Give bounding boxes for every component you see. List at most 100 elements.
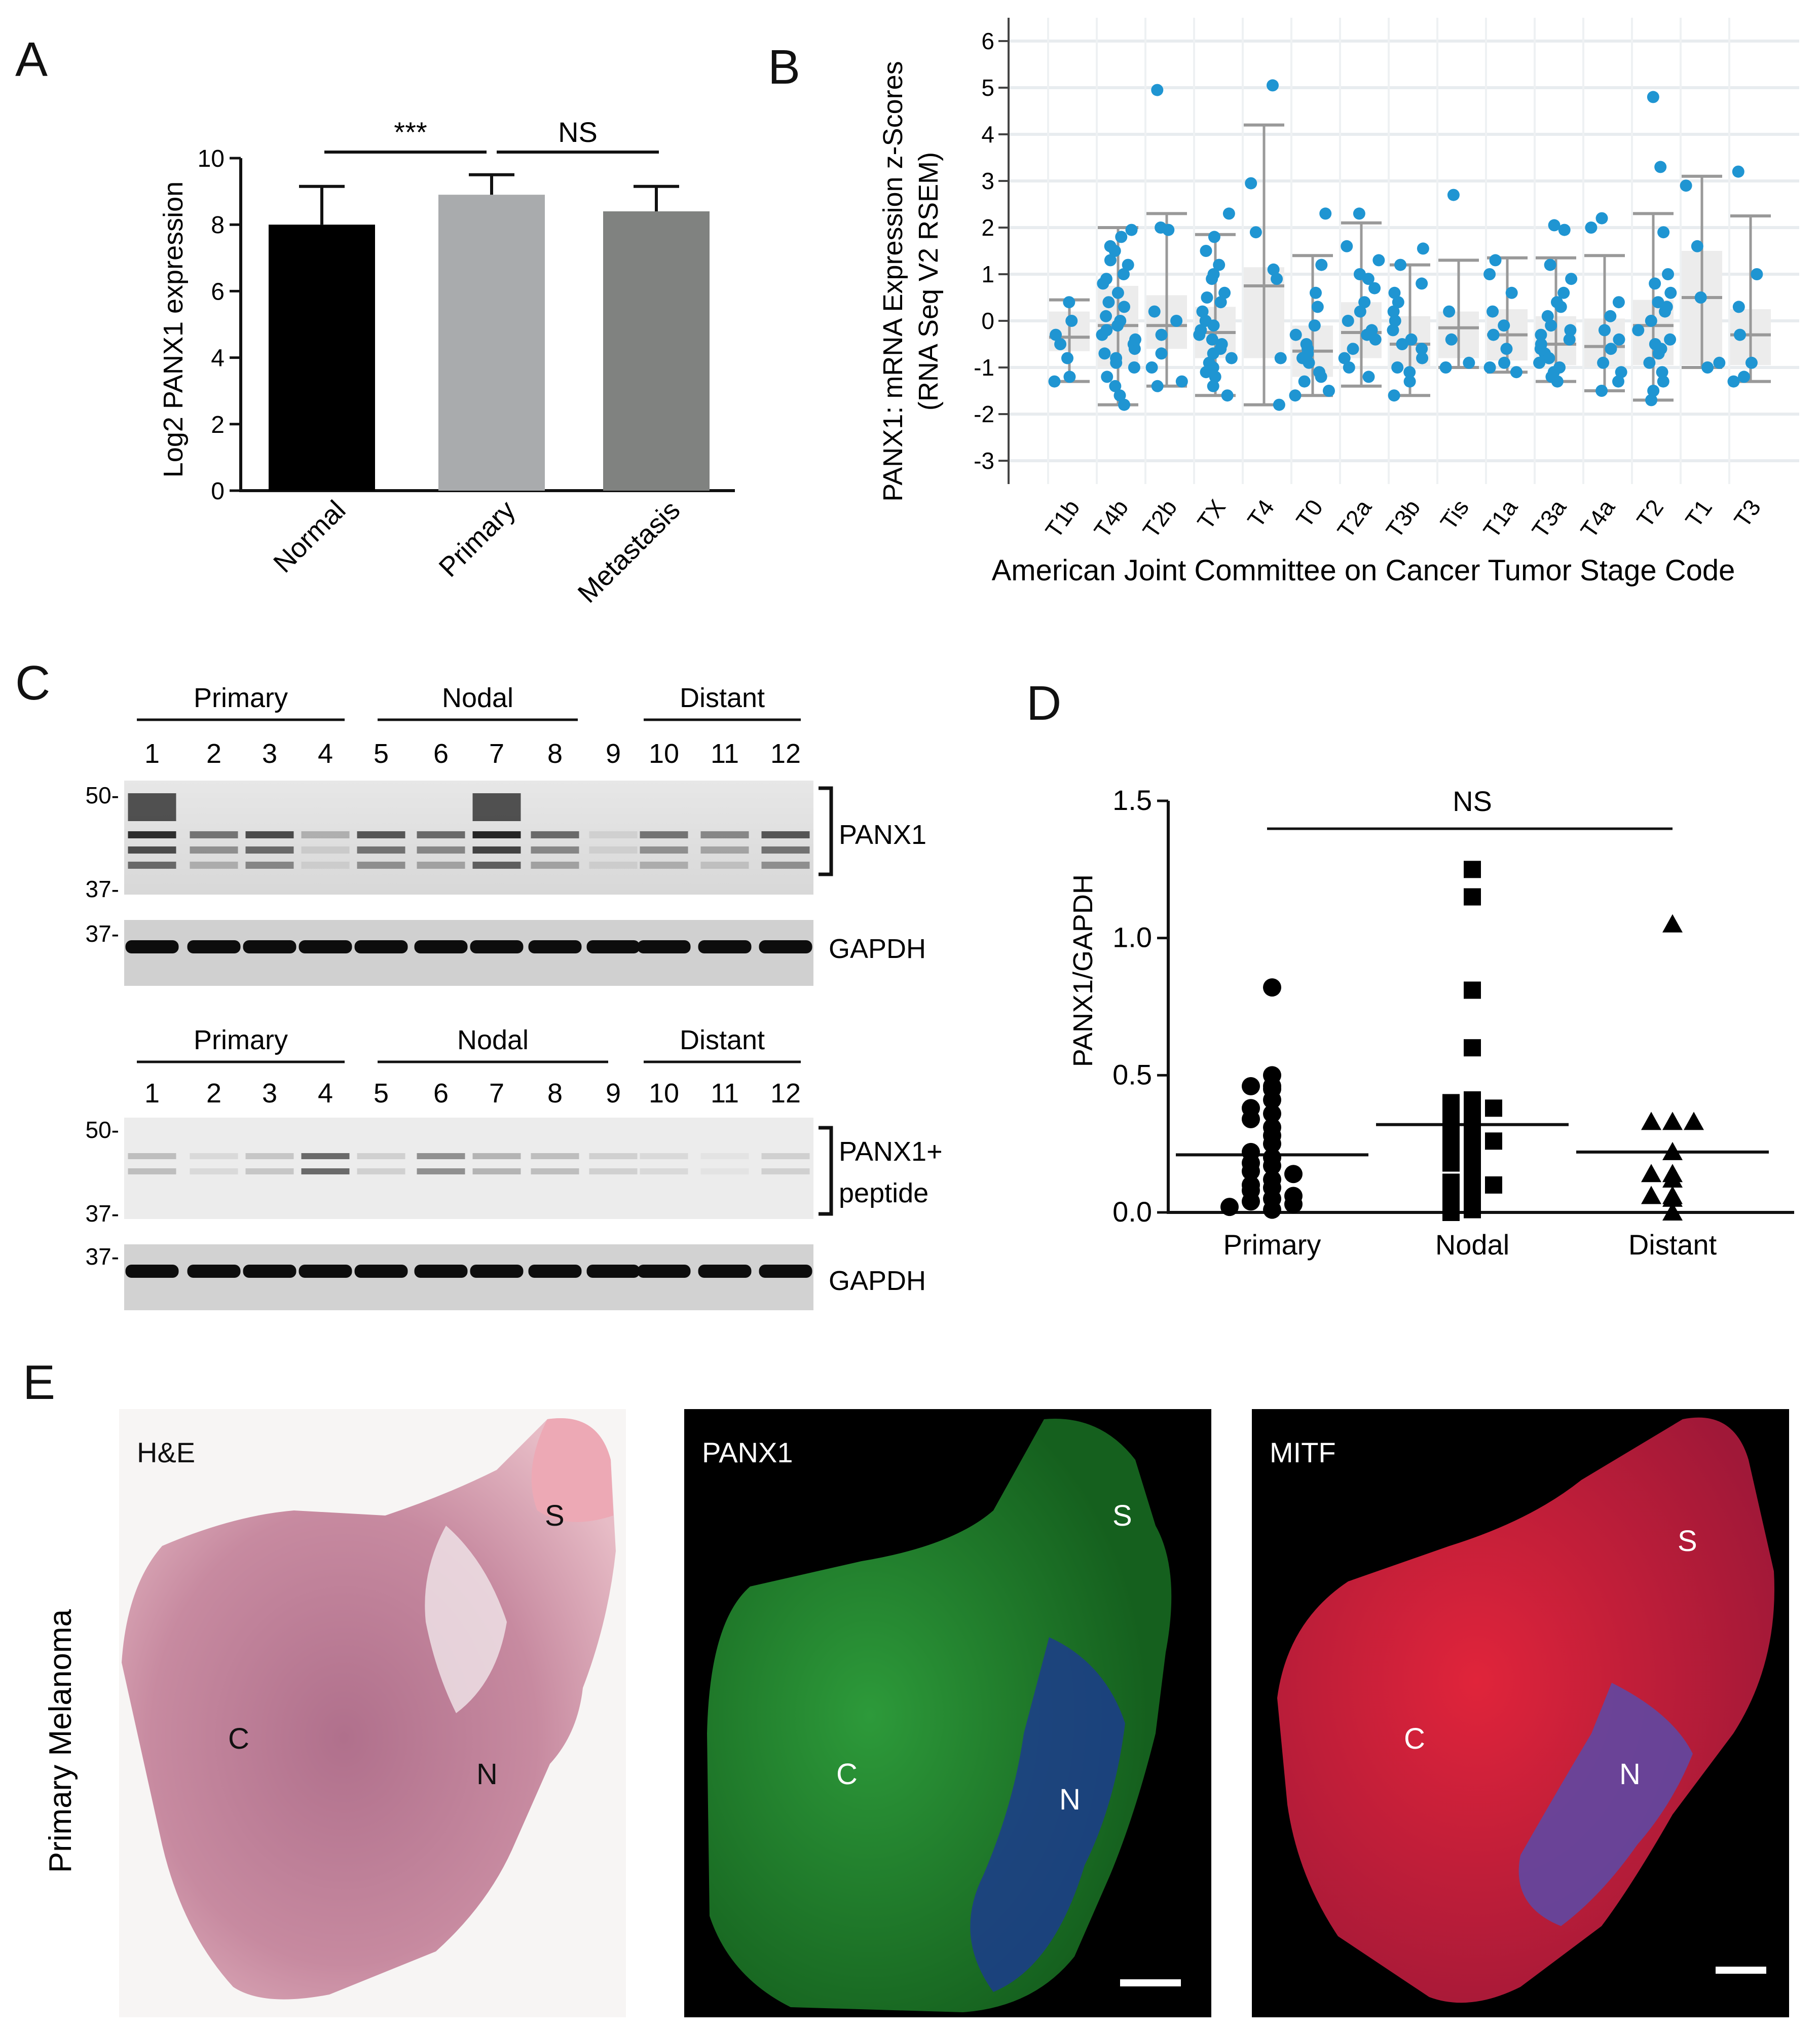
panel-c-lane-number: 11 xyxy=(711,738,739,769)
panel-b-point xyxy=(1273,398,1285,411)
panel-c-gapdh-band xyxy=(528,1265,582,1278)
panel-b-point xyxy=(1361,328,1373,341)
panel-b-point xyxy=(1065,315,1078,327)
panel-c-gapdh-band xyxy=(299,1265,352,1278)
panel-c-gapdh-band xyxy=(698,1265,752,1278)
panel-d-point-circle xyxy=(1263,1104,1281,1123)
panel-b-point xyxy=(1209,371,1221,383)
panel-b-y-axis: 6 5 4 3 2 1 0 -1 -2 -3 xyxy=(974,28,1009,474)
panel-c-band-high xyxy=(472,793,521,821)
panel-a-ytick-label: 8 xyxy=(211,212,225,239)
panel-a: A Log2 PANX1 expression 0 2 4 6 8 10 *** NS N… xyxy=(15,32,735,609)
panel-b-point xyxy=(1445,333,1458,346)
panel-d-point-square xyxy=(1464,1039,1481,1057)
panel-b-ytick-label: 5 xyxy=(981,75,994,101)
mitf-label-s: S xyxy=(1678,1525,1697,1558)
panel-b-groups xyxy=(1048,79,1771,411)
panel-c-band xyxy=(761,846,810,854)
panel-c-lane-number: 12 xyxy=(770,1078,801,1109)
panel-b-point xyxy=(1657,226,1670,239)
panel-c-band xyxy=(357,862,405,869)
panel-b-point xyxy=(1145,361,1158,374)
panel-b-point xyxy=(1487,328,1500,341)
panel-b-point xyxy=(1657,375,1669,388)
panel-c: C Primary Nodal Distant 1 2 3 4 5 6 7 8 9 10 11 12 50… xyxy=(15,656,943,1310)
panel-c-top-lane-numbers: 1 2 3 4 5 6 7 8 9 10 11 12 xyxy=(144,738,801,769)
panel-c-peptide-band xyxy=(417,1153,465,1159)
he-tissue xyxy=(122,1418,616,2000)
panel-c-band xyxy=(417,831,465,838)
panel-b-point xyxy=(1125,224,1138,236)
panel-b-x-labels: T1b T4b T2b TX T4 T0 T2a T3b Tis T1a T3a T4a T2 T1 T3 xyxy=(1040,495,1766,543)
panel-b-point xyxy=(1347,343,1359,355)
panel-d-sig: NS xyxy=(1453,785,1492,817)
panel-b-point xyxy=(1388,389,1400,402)
panel-b-ytick-label: 2 xyxy=(981,214,994,241)
panel-c-gapdh-band xyxy=(759,940,812,953)
panel-c-peptide-band xyxy=(589,1168,638,1174)
panel-c-band xyxy=(531,831,579,838)
panel-b-point xyxy=(1201,291,1213,304)
panel-b-xtick-label: T3a xyxy=(1527,495,1571,543)
panel-b-point xyxy=(1249,226,1262,239)
panel-b-point xyxy=(1403,375,1416,388)
panel-b-point xyxy=(1110,356,1123,369)
mitf-label-n: N xyxy=(1619,1758,1641,1791)
panel-b-point xyxy=(1193,328,1206,341)
panel-a-ytick-label: 2 xyxy=(211,412,225,438)
panel-a-sig-left: *** xyxy=(394,116,427,148)
panel-d-point-circle xyxy=(1242,1110,1260,1128)
panel-c-peptide-band xyxy=(700,1153,749,1159)
panel-c-lane-number: 2 xyxy=(206,1078,221,1109)
panel-d-point-circle xyxy=(1263,1091,1281,1110)
panel-b-point xyxy=(1416,352,1429,364)
panel-b-point xyxy=(1463,356,1475,369)
panel-d-point-circle xyxy=(1220,1198,1239,1216)
panel-b-xtick-label: T1a xyxy=(1478,495,1522,543)
panel-c-band xyxy=(357,846,405,854)
panel-d-ylabel: PANX1/GAPDH xyxy=(1068,874,1098,1067)
panel-c-band xyxy=(128,846,176,854)
panel-b-point xyxy=(1654,161,1667,173)
panel-b-point xyxy=(1175,375,1188,388)
panel-a-sig-right: NS xyxy=(558,116,598,148)
panel-b-point xyxy=(1557,286,1570,299)
panel-b-point xyxy=(1109,380,1122,392)
panel-b-point xyxy=(1664,333,1677,346)
panel-b-point xyxy=(1271,273,1283,285)
panel-b-point xyxy=(1302,347,1314,360)
panel-c-group-label: Primary xyxy=(194,683,288,713)
panel-c-band xyxy=(472,831,521,838)
panel-c-peptide-band xyxy=(472,1168,521,1174)
panel-c-band xyxy=(761,862,810,869)
panel-a-ytick-label: 4 xyxy=(211,345,225,372)
panel-b-point xyxy=(1645,315,1657,327)
panel-b-point xyxy=(1396,338,1408,350)
panel-b-point xyxy=(1505,286,1518,299)
panel-d-point-circle xyxy=(1284,1165,1303,1184)
panel-b-point xyxy=(1647,385,1660,397)
panel-b-point xyxy=(1151,84,1164,96)
panel-e-label: E xyxy=(23,1355,55,1410)
mitf-label-c: C xyxy=(1404,1722,1425,1755)
panel-b-point xyxy=(1632,324,1645,337)
panel-d-point-triangle xyxy=(1662,1169,1683,1188)
panel-b-point xyxy=(1447,189,1460,201)
panel-c-peptide-band xyxy=(417,1168,465,1174)
panel-a-bar xyxy=(603,211,710,491)
panel-b-point xyxy=(1298,375,1311,388)
panel-c-top-control: GAPDH xyxy=(829,934,926,964)
panel-a-ylabel: Log2 PANX1 expression xyxy=(158,181,189,477)
mitf-tissue xyxy=(1277,1417,1774,2003)
panel-b-point xyxy=(1098,347,1111,360)
panel-b-grid xyxy=(1009,18,1799,484)
panel-c-lane-number: 7 xyxy=(489,1078,504,1109)
panel-b-point xyxy=(1645,394,1658,407)
panel-b-ytick-label: 4 xyxy=(981,121,994,147)
panel-d-point-circle xyxy=(1263,978,1281,997)
panel-b-point xyxy=(1267,79,1279,92)
panel-d-point-circle xyxy=(1263,1156,1281,1175)
panel-c-peptide-band xyxy=(531,1168,579,1174)
panel-b-point xyxy=(1104,240,1117,252)
panel-b-point xyxy=(1118,268,1130,280)
